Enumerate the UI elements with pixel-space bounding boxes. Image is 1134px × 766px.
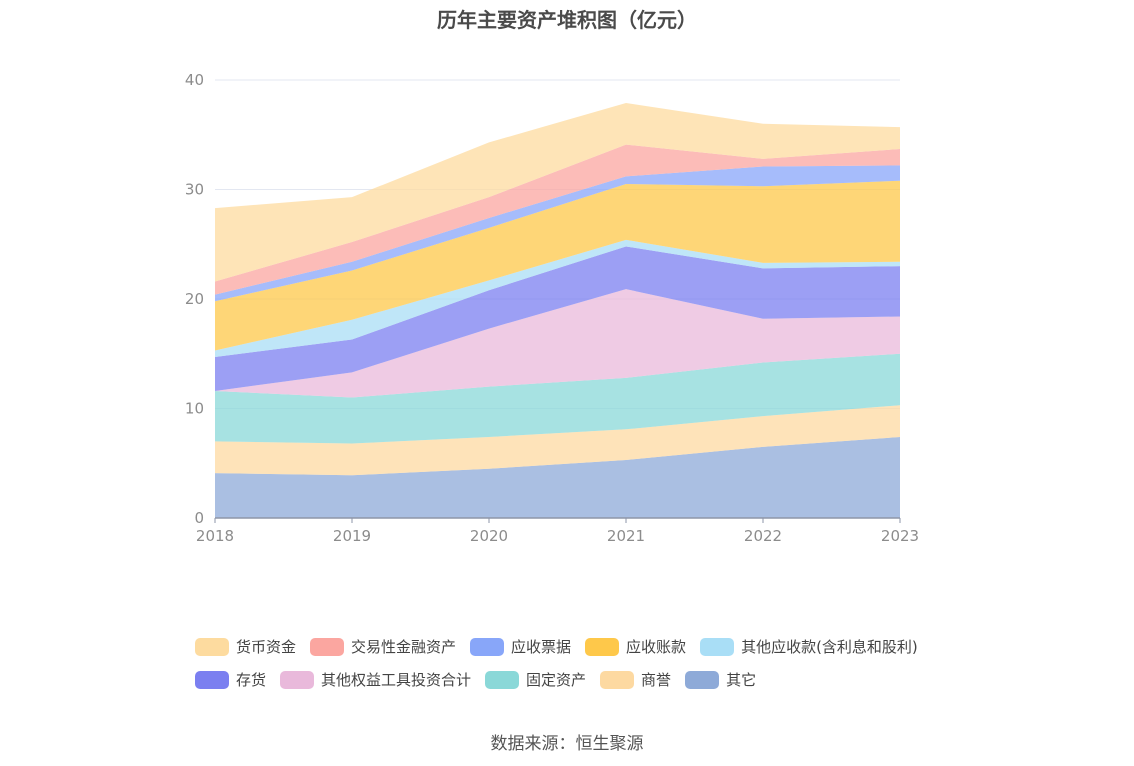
area-0 [215,436,900,518]
legend-label: 固定资产 [526,671,587,689]
legend-label: 货币资金 [236,638,297,656]
legend-row: 货币资金 交易性金融资产 应收票据 应收账款 其他应收款(含利息和股利) [195,630,995,663]
legend-item[interactable]: 应收票据 [470,636,571,657]
area-1 [215,405,900,476]
area-series [215,102,900,518]
legend-item[interactable]: 固定资产 [485,669,586,690]
legend-label: 其他权益工具投资合计 [321,671,472,689]
legend-item[interactable]: 货币资金 [195,636,296,657]
x-tick-label: 2022 [744,527,782,545]
legend-label: 商誉 [641,671,672,689]
area-5 [215,239,900,358]
chart-title: 历年主要资产堆积图（亿元） [437,8,697,32]
y-tick-label: 40 [185,71,204,89]
legend-swatch [700,637,735,656]
x-tick-label: 2019 [333,527,371,545]
area-8 [215,144,900,295]
legend-swatch [485,670,520,689]
legend-swatch [470,637,505,656]
legend-label: 其他应收款(含利息和股利) [741,638,918,656]
y-tick-label: 20 [185,290,204,308]
legend-swatch [280,670,315,689]
legend-label: 其它 [726,671,757,689]
area-4 [215,246,900,391]
legend-swatch [310,637,345,656]
legend-item[interactable]: 存货 [195,669,266,690]
y-tick-label: 10 [185,400,204,418]
legend-label: 存货 [236,671,267,689]
legend-label: 应收账款 [626,638,687,656]
area-9 [215,102,900,282]
area-2 [215,353,900,444]
y-tick-label: 0 [194,509,204,527]
legend-swatch [600,670,635,689]
data-source: 数据来源：恒生聚源 [490,734,644,754]
legend-row: 存货 其他权益工具投资合计 固定资产 商誉 其它 [195,663,995,696]
legend-item[interactable]: 应收账款 [585,636,686,657]
x-tick-label: 2023 [881,527,919,545]
legend-swatch [685,670,720,689]
legend-label: 应收票据 [511,638,572,656]
x-tick-label: 2018 [196,527,234,545]
legend-item[interactable]: 其他权益工具投资合计 [280,669,471,690]
area-3 [215,289,900,398]
x-tick-label: 2020 [470,527,508,545]
legend-swatch [195,637,229,656]
legend-item[interactable]: 其他应收款(含利息和股利) [700,636,918,657]
axes: 0 10 20 30 40 2018 2019 2020 2021 2022 2023 [185,71,919,545]
y-tick-label: 30 [185,181,204,199]
legend: 货币资金 交易性金融资产 应收票据 应收账款 其他应收款(含利息和股利) 存货 其他权益工具… [195,630,995,696]
legend-item[interactable]: 交易性金融资产 [310,636,456,657]
legend-swatch [585,637,620,656]
area-7 [215,165,900,302]
area-6 [215,180,900,351]
legend-item[interactable]: 商誉 [600,669,671,690]
x-tick-label: 2021 [607,527,645,545]
legend-item[interactable]: 其它 [685,669,756,690]
stacked-area-chart: 0 10 20 30 40 2018 2019 2020 2021 2022 2023 [185,71,919,545]
legend-swatch [195,670,229,689]
legend-label: 交易性金融资产 [351,638,457,656]
